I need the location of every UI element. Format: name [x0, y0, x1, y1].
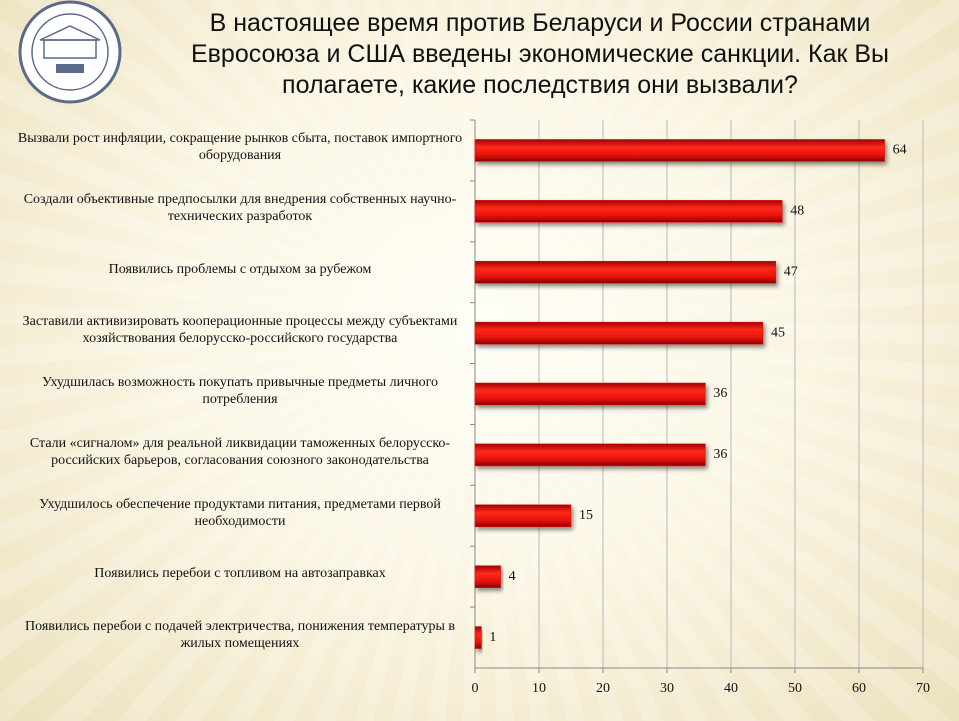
- value-label: 45: [771, 325, 785, 340]
- x-tick-label: 40: [724, 681, 738, 696]
- bar: [474, 200, 783, 223]
- x-tick-label: 10: [532, 681, 546, 696]
- y-tick-label: Появились проблемы с отдыхом за рубежом: [108, 261, 372, 277]
- y-tick-label: Вызвали рост инфляции, сокращение рынков…: [17, 131, 463, 164]
- bar: [474, 626, 482, 649]
- value-label: 64: [893, 143, 907, 158]
- bar: [474, 382, 706, 406]
- value-label: 36: [713, 447, 727, 462]
- chart-title: В настоящее время против Беларуси и Росс…: [190, 9, 890, 99]
- x-tick-label: 0: [472, 681, 479, 696]
- y-tick-label: Ухудшилось обеспечение продуктами питани…: [39, 496, 441, 529]
- bar: [474, 321, 764, 345]
- y-tick-label: Появились перебои с подачей электричеств…: [24, 618, 456, 651]
- y-tick-label: Создали объективные предпосылки для внед…: [23, 192, 457, 225]
- x-tick-label: 20: [596, 681, 610, 696]
- x-tick-label: 70: [916, 681, 930, 696]
- value-label: 15: [579, 508, 593, 523]
- bar: [474, 504, 572, 528]
- bar: [474, 443, 706, 467]
- value-label: 1: [489, 630, 496, 645]
- y-tick-label: Появились перебои с топливом на автозапр…: [94, 566, 386, 582]
- y-tick-label: Ухудшилась возможность покупать привычны…: [41, 375, 439, 407]
- x-tick-label: 30: [660, 681, 674, 696]
- y-tick-label: Заставили активизировать кооперационные …: [22, 314, 458, 347]
- x-tick-label: 60: [852, 681, 866, 696]
- y-tick-label: Стали «сигналом» для реальной ликвидации…: [29, 435, 451, 468]
- logo: [18, 0, 122, 104]
- bar: [474, 260, 777, 284]
- value-label: 36: [713, 386, 727, 401]
- bar: [474, 139, 885, 162]
- x-tick-label: 50: [788, 681, 802, 696]
- value-label: 48: [790, 204, 804, 219]
- bar: [474, 565, 501, 588]
- value-label: 4: [509, 569, 516, 584]
- value-label: 47: [784, 264, 798, 279]
